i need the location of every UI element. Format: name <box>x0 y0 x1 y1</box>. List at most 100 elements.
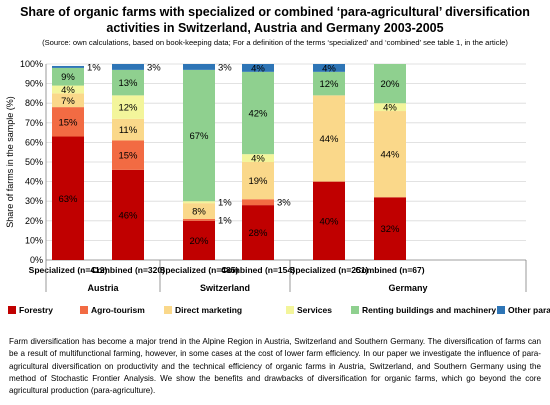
bar-segment <box>112 169 144 260</box>
group-label: Austria <box>87 283 119 293</box>
data-label: 15% <box>58 117 78 128</box>
x-tick-label: Specialized (n=251) <box>290 265 369 275</box>
data-label: 4% <box>383 103 397 114</box>
legend-label: Renting buildings and machinery <box>362 305 496 315</box>
chart-title: Share of organic farms with specialized … <box>0 4 550 36</box>
data-label: 1% <box>218 198 232 209</box>
data-label: 32% <box>380 224 400 235</box>
bar-segment <box>374 64 406 104</box>
data-label: 4% <box>322 63 336 74</box>
data-label: 4% <box>251 63 265 74</box>
bar-segment <box>52 85 84 94</box>
data-label: 3% <box>218 62 232 73</box>
data-label: 3% <box>147 62 161 73</box>
y-tick-label: 60% <box>25 137 43 147</box>
data-label: 44% <box>380 150 400 161</box>
data-label: 4% <box>61 85 75 96</box>
bar-segment <box>183 220 215 260</box>
data-label: 63% <box>58 194 78 205</box>
data-label: 9% <box>61 72 75 83</box>
bar-segment <box>52 107 84 137</box>
bar-segment <box>313 181 345 260</box>
bar-segment <box>112 95 144 119</box>
data-label: 44% <box>319 134 339 145</box>
data-label: 12% <box>118 103 138 114</box>
legend-swatch <box>80 306 88 314</box>
y-tick-label: 40% <box>25 177 43 187</box>
data-label: 4% <box>251 154 265 165</box>
data-label: 12% <box>319 79 339 90</box>
bar-segment <box>183 218 215 221</box>
x-tick-label: Combined (n=67) <box>355 265 424 275</box>
y-tick-label: 90% <box>25 79 43 89</box>
data-label: 67% <box>189 131 209 142</box>
y-tick-label: 30% <box>25 196 43 206</box>
bar-segment <box>52 136 84 260</box>
legend-label: Agro-tourism <box>91 305 145 315</box>
bar-segment <box>374 111 406 198</box>
bar-segment <box>242 64 274 72</box>
y-tick-label: 50% <box>25 157 43 167</box>
source-note: (Source: own calculations, based on book… <box>42 38 508 47</box>
data-label: 46% <box>118 210 138 221</box>
data-label: 1% <box>87 62 101 73</box>
legend-swatch <box>497 306 505 314</box>
bar-segment <box>112 140 144 170</box>
bar-segment <box>52 67 84 86</box>
group-label: Switzerland <box>200 283 250 293</box>
x-tick-label: Combined (n=154) <box>221 265 295 275</box>
data-label: 20% <box>189 236 209 247</box>
y-axis-label: Share of farms in the sample (%) <box>5 96 15 228</box>
bar-segment <box>242 199 274 206</box>
bar-segment <box>183 203 215 219</box>
y-tick-label: 10% <box>25 235 43 245</box>
description-paragraph: Farm diversification has become a major … <box>9 337 541 396</box>
data-label: 19% <box>248 176 268 187</box>
bar-segment <box>313 95 345 182</box>
legend-label: Forestry <box>19 305 53 315</box>
data-label: 1% <box>218 215 232 226</box>
data-label: 8% <box>192 207 206 218</box>
y-tick-label: 100% <box>20 59 43 69</box>
data-label: 7% <box>61 96 75 107</box>
y-tick-label: 80% <box>25 98 43 108</box>
legend-label: Services <box>297 305 332 315</box>
data-label: 20% <box>380 79 400 90</box>
bar-segment <box>183 64 215 70</box>
chart-title-line-1: Share of organic farms with specialized … <box>20 5 530 19</box>
legend-swatch <box>351 306 359 314</box>
y-tick-label: 0% <box>30 255 43 265</box>
chart-title-line-2: activities in Switzerland, Austria and G… <box>106 21 444 35</box>
bar-segment <box>52 93 84 108</box>
bar-segment <box>112 118 144 141</box>
bar-segment <box>313 64 345 72</box>
legend-swatch <box>286 306 294 314</box>
bar-segment <box>242 162 274 200</box>
data-label: 15% <box>118 151 138 162</box>
bar-segment <box>374 197 406 260</box>
bar-segment <box>183 201 215 204</box>
bar-segment <box>112 64 144 70</box>
legend-label: Direct marketing <box>175 305 242 315</box>
stacked-bar-chart: 0% 10% 20% 30% 40% 50% 60% 70% 80% 90% 100% Share o… <box>5 59 550 315</box>
x-tick-label: Specialized (n=412) <box>29 265 108 275</box>
legend-swatch <box>8 306 16 314</box>
bar-segment <box>374 103 406 112</box>
bar-segment <box>313 71 345 96</box>
bar-segment <box>183 69 215 202</box>
data-label: 40% <box>319 216 339 227</box>
y-tick-label: 20% <box>25 216 43 226</box>
legend-swatch <box>164 306 172 314</box>
data-label: 28% <box>248 228 268 239</box>
bar-segment <box>242 71 274 155</box>
bar-segment <box>112 69 144 96</box>
bar-segment <box>242 154 274 162</box>
data-label: 42% <box>248 109 268 120</box>
legend-label: Other para activities <box>508 305 550 315</box>
data-label: 3% <box>277 198 291 209</box>
bar-segment <box>52 65 84 68</box>
data-label: 13% <box>118 78 138 89</box>
y-tick-label: 70% <box>25 118 43 128</box>
group-label: Germany <box>388 283 427 293</box>
data-label: 11% <box>119 125 138 136</box>
